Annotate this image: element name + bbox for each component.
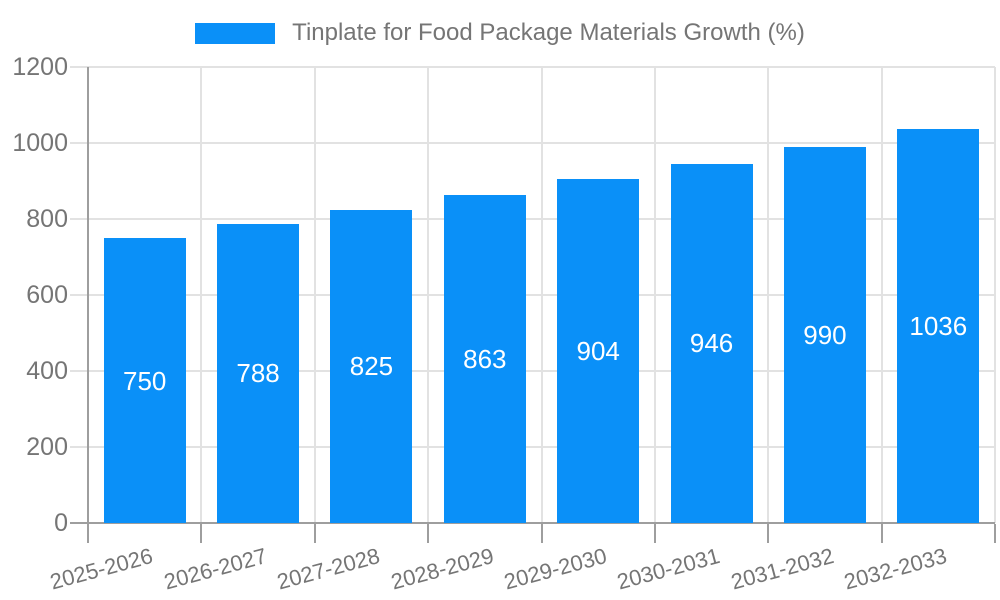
gridline-vertical: [767, 67, 770, 523]
x-axis-label: 2031-2032: [728, 543, 837, 595]
bar-value-label: 863: [463, 344, 507, 375]
y-axis-tick: [70, 142, 88, 144]
x-axis-tick: [427, 524, 430, 543]
bar: [557, 179, 640, 523]
y-axis-label: 200: [26, 433, 68, 461]
bar: [783, 146, 866, 523]
bar-value-label: 825: [349, 351, 394, 382]
y-axis-tick: [70, 66, 88, 68]
gridline-vertical: [994, 67, 996, 523]
x-axis-tick: [87, 524, 89, 543]
y-axis-label: 600: [26, 281, 68, 309]
x-axis-label: 2025-2026: [47, 543, 156, 595]
x-axis-tick: [313, 524, 316, 543]
y-axis-label: 0: [54, 509, 68, 537]
bar: [103, 238, 186, 523]
gridline-vertical: [540, 67, 543, 523]
gridline-vertical: [313, 67, 316, 523]
y-axis-label: 400: [26, 357, 68, 385]
legend-swatch: [195, 22, 276, 44]
y-axis-label: 1000: [12, 129, 68, 157]
y-axis-label: 1200: [12, 53, 68, 81]
bar-value-label: 946: [689, 328, 734, 359]
bar-value-label: 1036: [909, 311, 968, 342]
x-axis-label: 2028-2029: [387, 543, 497, 595]
bar-value-label: 904: [576, 336, 620, 367]
y-axis-line: [87, 67, 89, 524]
x-axis-tick: [767, 524, 770, 543]
x-axis-label: 2029-2030: [501, 543, 610, 595]
bar: [217, 223, 300, 523]
x-axis-tick: [540, 524, 543, 543]
gridline-vertical: [200, 67, 203, 523]
x-axis-tick: [200, 524, 203, 543]
x-axis-label: 2032-2033: [841, 543, 950, 595]
y-axis-label: 800: [26, 205, 68, 233]
legend-label: Tinplate for Food Package Materials Grow…: [292, 19, 805, 46]
bar: [443, 195, 526, 523]
x-axis-tick: [880, 524, 883, 543]
x-axis-tick: [653, 524, 656, 543]
x-axis-label: 2027-2028: [274, 543, 383, 595]
legend: Tinplate for Food Package Materials Grow…: [0, 19, 1000, 47]
y-axis-tick: [70, 218, 88, 220]
bar: [897, 129, 980, 523]
bar-value-label: 990: [803, 319, 847, 350]
x-axis-label: 2026-2027: [161, 543, 270, 595]
y-axis-tick: [70, 294, 88, 296]
bar: [670, 163, 753, 523]
x-axis-line: [70, 522, 995, 524]
x-axis-label: 2030-2031: [614, 543, 723, 595]
gridline-vertical: [653, 67, 656, 523]
y-axis-tick: [70, 370, 88, 372]
gridline-vertical: [880, 67, 883, 523]
bar-value-label: 750: [122, 365, 167, 396]
y-axis-tick: [70, 446, 88, 448]
bar-value-label: 788: [236, 358, 280, 389]
gridline-vertical: [427, 67, 430, 523]
bar: [330, 209, 413, 523]
x-axis-tick: [994, 524, 996, 543]
